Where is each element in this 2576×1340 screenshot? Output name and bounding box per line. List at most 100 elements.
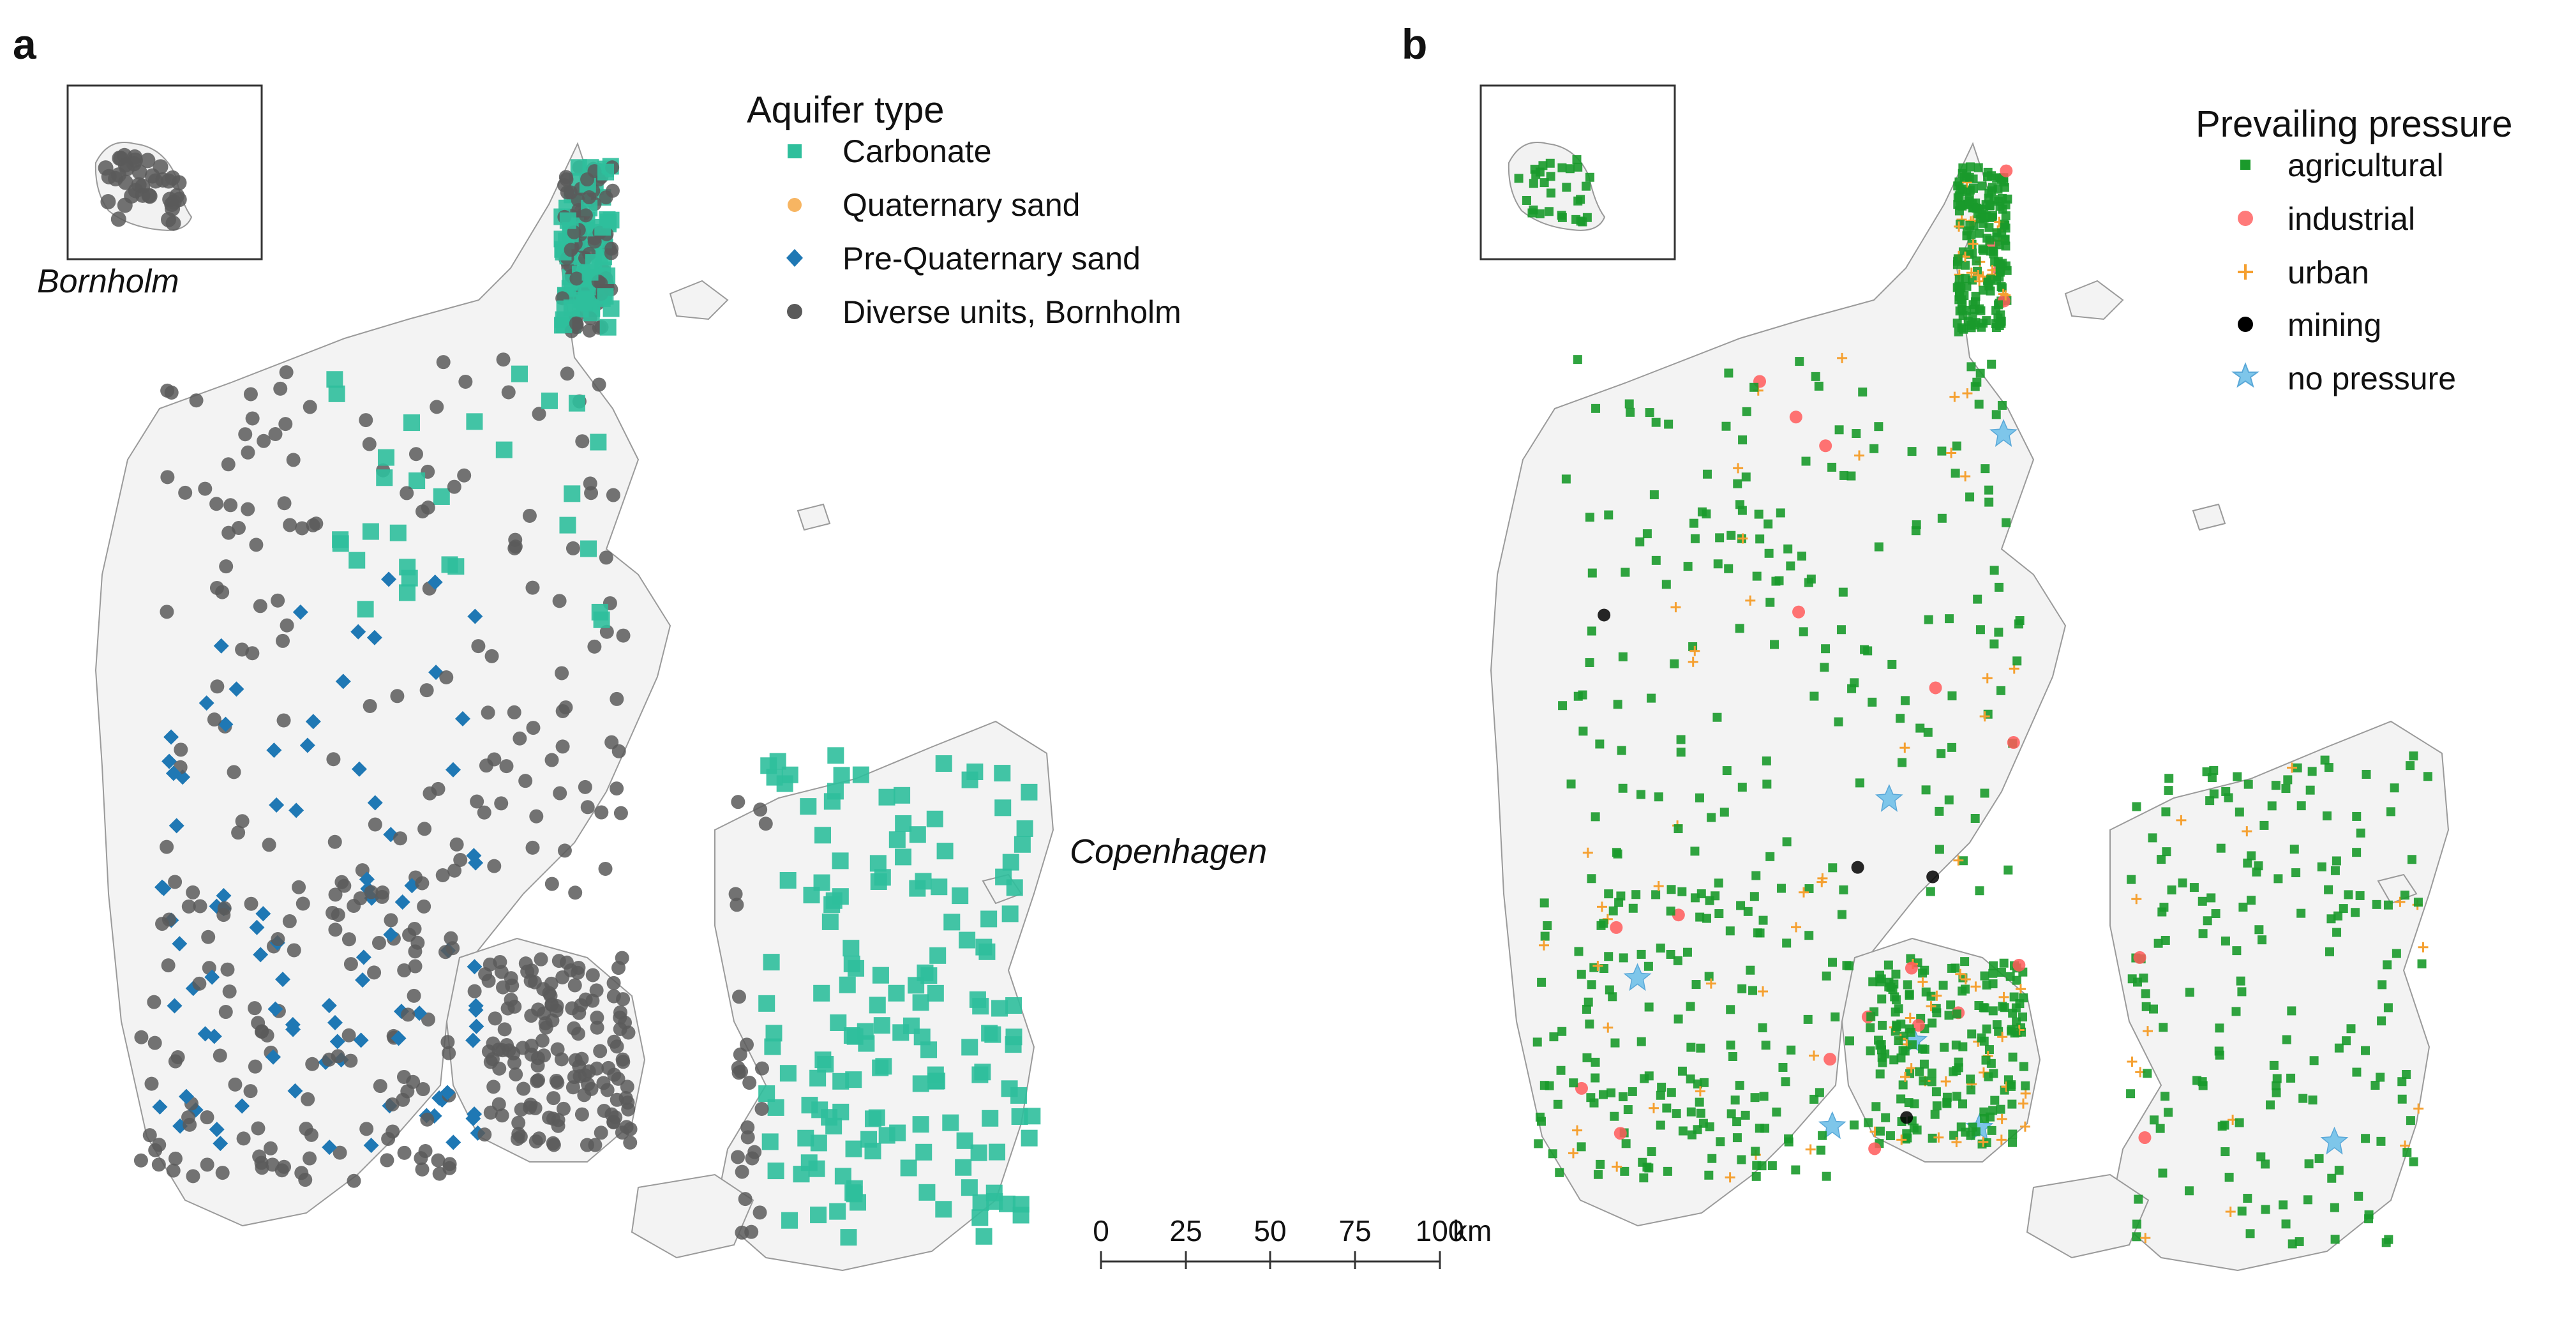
well-marker xyxy=(468,1018,484,1034)
legend-agricultural-label: agricultural xyxy=(2288,147,2444,183)
well-marker xyxy=(430,400,444,414)
well-marker xyxy=(397,963,412,977)
well-marker xyxy=(888,984,905,1002)
well-marker xyxy=(2158,1168,2168,1178)
well-marker xyxy=(864,1110,881,1127)
well-marker xyxy=(809,1069,827,1087)
well-marker xyxy=(471,639,486,654)
inset-well-marker xyxy=(1582,181,1591,191)
well-marker xyxy=(1610,921,1623,934)
well-marker xyxy=(601,1060,616,1075)
well-marker xyxy=(927,984,944,1002)
well-marker xyxy=(1905,1013,1915,1023)
well-marker xyxy=(1764,519,1773,529)
well-marker xyxy=(1949,1067,1958,1076)
well-marker xyxy=(895,815,912,832)
legend-industrial-symbol xyxy=(2238,211,2253,226)
well-marker xyxy=(243,387,258,402)
lolland-landmass-b xyxy=(2026,1173,2150,1259)
well-marker xyxy=(1917,977,1928,988)
well-marker xyxy=(1649,490,1659,499)
well-marker xyxy=(1960,471,1971,482)
well-marker xyxy=(1604,889,1614,899)
well-marker xyxy=(1649,1103,1659,1113)
well-marker xyxy=(931,878,948,896)
well-marker xyxy=(558,170,573,184)
well-marker xyxy=(1705,1122,1714,1132)
well-marker xyxy=(1984,1045,1994,1055)
well-marker xyxy=(2409,751,2418,761)
well-marker xyxy=(994,799,1012,817)
well-marker xyxy=(1804,884,1814,894)
well-marker xyxy=(343,1053,358,1068)
well-marker xyxy=(852,766,869,783)
well-marker xyxy=(1726,1005,1735,1014)
well-marker xyxy=(332,535,349,552)
well-marker xyxy=(222,984,237,999)
well-marker xyxy=(565,1080,580,1095)
well-marker xyxy=(556,300,573,317)
well-marker xyxy=(2162,847,2171,857)
well-marker xyxy=(1896,1134,1907,1145)
well-marker xyxy=(1741,472,1751,482)
well-marker xyxy=(568,395,585,412)
well-marker xyxy=(764,1038,781,1055)
well-marker xyxy=(262,838,276,852)
well-marker xyxy=(526,721,541,735)
well-marker xyxy=(1804,931,1814,940)
well-marker xyxy=(1970,981,1981,992)
well-marker xyxy=(1979,1107,1989,1117)
well-marker xyxy=(1909,1123,1919,1133)
well-marker xyxy=(2220,937,2230,946)
well-marker xyxy=(541,392,558,409)
well-marker xyxy=(1673,956,1682,965)
well-marker xyxy=(442,1046,456,1060)
well-marker xyxy=(507,705,521,719)
well-marker xyxy=(1762,779,1772,789)
well-marker xyxy=(2332,856,2341,866)
well-marker xyxy=(277,496,292,511)
well-marker xyxy=(754,1102,769,1117)
well-marker xyxy=(1864,1118,1873,1127)
well-marker xyxy=(525,580,540,595)
well-marker xyxy=(894,787,911,804)
well-marker xyxy=(1548,1149,1557,1159)
well-marker xyxy=(494,796,509,811)
well-marker xyxy=(453,852,468,867)
well-marker xyxy=(1688,642,1698,651)
well-marker xyxy=(735,1164,749,1179)
well-marker xyxy=(994,765,1011,782)
well-marker xyxy=(1992,1020,2002,1030)
well-marker xyxy=(255,1161,269,1175)
well-marker xyxy=(1989,419,2018,447)
well-marker xyxy=(1980,1003,1989,1013)
well-marker xyxy=(1614,1127,1627,1140)
well-marker xyxy=(1989,639,1999,649)
well-marker xyxy=(221,457,236,472)
well-marker xyxy=(2243,1194,2252,1203)
well-marker xyxy=(1947,691,1957,701)
well-marker xyxy=(285,1021,301,1037)
well-marker xyxy=(926,810,943,827)
well-marker xyxy=(1805,1144,1816,1155)
well-marker xyxy=(2309,1056,2319,1065)
well-marker xyxy=(2383,960,2392,970)
well-marker xyxy=(1975,229,1984,238)
well-marker xyxy=(241,445,255,460)
well-marker xyxy=(1900,1111,1913,1124)
well-marker xyxy=(209,1122,225,1138)
well-marker xyxy=(814,827,832,844)
well-marker xyxy=(1587,980,1596,990)
well-marker xyxy=(468,855,484,871)
well-marker xyxy=(2289,845,2299,854)
well-marker xyxy=(2339,904,2348,914)
well-marker xyxy=(1760,1124,1770,1133)
panel-a: a Bornholm Aquifer type Carbonate Quater… xyxy=(13,20,1492,1272)
well-marker xyxy=(2002,518,2011,527)
well-marker xyxy=(2008,1009,2018,1018)
well-marker xyxy=(1713,559,1723,569)
well-marker xyxy=(167,998,183,1014)
well-marker xyxy=(292,880,306,894)
well-marker xyxy=(564,963,578,977)
well-marker xyxy=(244,896,258,911)
